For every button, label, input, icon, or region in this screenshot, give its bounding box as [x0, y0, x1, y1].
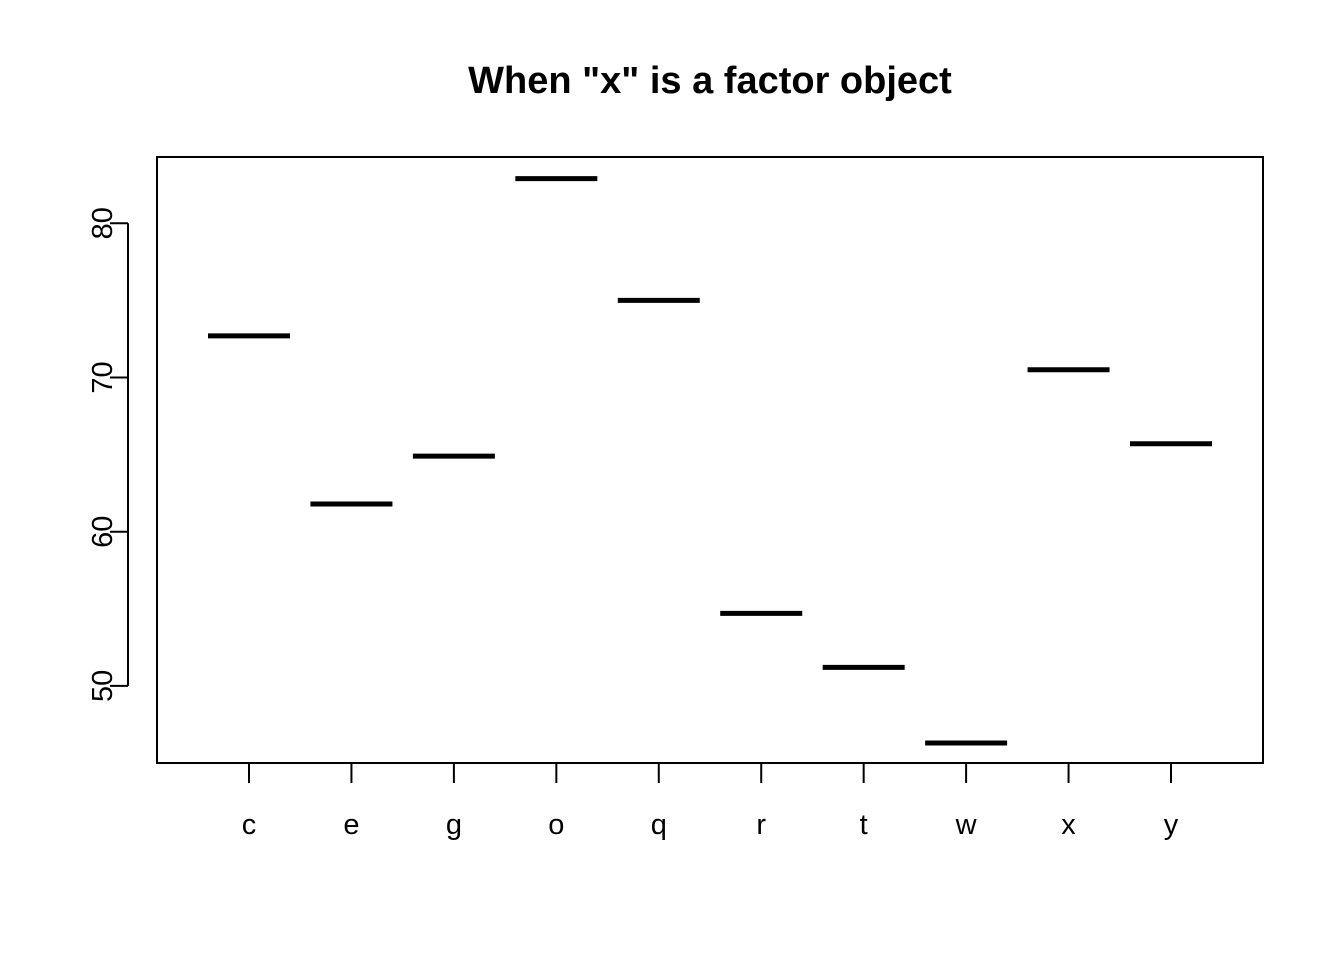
y-tick-label: 70: [87, 361, 119, 393]
x-tick-label: g: [446, 809, 462, 841]
chart-title: When "x" is a factor object: [468, 60, 952, 102]
x-tick-label: e: [343, 809, 359, 841]
y-axis: 50 60 70 80: [87, 207, 129, 702]
data-marks: [208, 176, 1212, 746]
x-tick-label: o: [548, 809, 564, 841]
x-tick-label: y: [1164, 809, 1179, 841]
y-tick-label: 50: [87, 670, 119, 702]
x-tick-label: q: [651, 809, 667, 841]
x-tick-label: r: [756, 809, 766, 841]
x-tick-label: c: [242, 809, 257, 841]
x-tick-label: w: [955, 809, 978, 841]
x-tick-label: x: [1061, 809, 1076, 841]
y-tick-label: 60: [87, 516, 119, 548]
plot-frame: [156, 156, 1264, 764]
y-tick-label: 80: [87, 207, 119, 239]
x-tick-label: t: [860, 809, 868, 841]
